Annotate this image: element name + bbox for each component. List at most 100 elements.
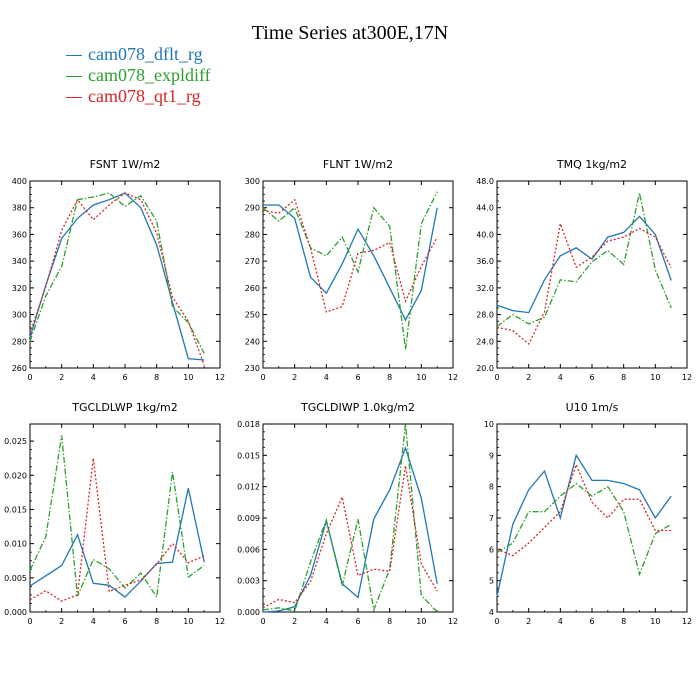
y-tick-label: 0.025 <box>4 437 27 446</box>
x-tick-label: 0 <box>260 373 265 382</box>
panel-title: FLNT 1W/m2 <box>323 158 393 171</box>
series-line-cam078_qt1_rg <box>496 221 672 346</box>
x-tick-label: 2 <box>526 617 531 626</box>
x-tick-label: 10 <box>650 373 660 382</box>
x-tick-label: 8 <box>387 617 392 626</box>
legend-swatch-expldiff <box>66 76 82 78</box>
y-tick-label: 4 <box>489 608 494 617</box>
series-line-cam078_expldiff <box>29 435 205 599</box>
y-tick-label: 270 <box>245 257 260 266</box>
x-tick-label: 10 <box>183 617 193 626</box>
panel-title: TMQ 1kg/m2 <box>556 158 627 171</box>
x-tick-label: 6 <box>355 617 360 626</box>
y-tick-label: 400 <box>12 177 27 186</box>
main-title: Time Series at300E,17N <box>251 22 449 44</box>
x-tick-label: 12 <box>682 373 692 382</box>
y-tick-label: 0.005 <box>4 574 27 583</box>
series-line-cam078_dflt_rg <box>29 488 205 598</box>
y-tick-label: 0.010 <box>4 540 27 549</box>
series-line-cam078_dflt_rg <box>262 446 438 613</box>
x-tick-label: 12 <box>448 373 458 382</box>
x-tick-label: 6 <box>589 617 594 626</box>
series-line-cam078_dflt_rg <box>263 204 438 322</box>
x-tick-label: 6 <box>122 373 127 382</box>
x-tick-label: 0 <box>494 373 499 382</box>
x-tick-label: 12 <box>215 373 225 382</box>
x-tick-label: 2 <box>526 373 531 382</box>
y-tick-label: 230 <box>245 364 260 373</box>
x-tick-label: 10 <box>650 617 660 626</box>
y-tick-label: 280 <box>12 337 27 346</box>
x-tick-label: 0 <box>494 617 499 626</box>
x-tick-label: 4 <box>558 373 563 382</box>
series-line-cam078_dflt_rg <box>496 453 672 597</box>
series-line-cam078_expldiff <box>262 191 438 350</box>
panel-1: FLNT 1W/m2 0 2 4 6 8 10 12 230 240 250 260 270 280 290… <box>245 158 458 382</box>
x-tick-label: 6 <box>355 373 360 382</box>
x-tick-label: 2 <box>292 373 297 382</box>
y-tick-label: 28.0 <box>476 311 494 320</box>
x-tick-label: 2 <box>59 373 64 382</box>
y-tick-label: 250 <box>245 311 260 320</box>
plot-frame <box>29 423 221 613</box>
x-tick-label: 0 <box>27 617 32 626</box>
legend-label-expldiff: cam078_expldiff <box>88 65 211 85</box>
y-tick-label: 9 <box>489 451 494 460</box>
series-line-cam078_expldiff <box>29 192 205 354</box>
x-tick-label: 4 <box>558 617 563 626</box>
y-tick-label: 0.012 <box>237 483 260 492</box>
y-tick-label: 380 <box>12 204 27 213</box>
x-tick-label: 2 <box>59 617 64 626</box>
y-tick-label: 6 <box>489 545 494 554</box>
y-tick-label: 0.018 <box>237 420 260 429</box>
x-tick-label: 8 <box>154 617 159 626</box>
y-tick-label: 280 <box>245 230 260 239</box>
x-tick-label: 0 <box>260 617 265 626</box>
y-tick-label: 40.0 <box>476 230 494 239</box>
x-tick-label: 8 <box>154 373 159 382</box>
y-tick-label: 0.020 <box>4 471 27 480</box>
x-tick-label: 0 <box>27 373 32 382</box>
series-line-cam078_expldiff <box>496 192 672 328</box>
legend-entry-expldiff: cam078_expldiff <box>66 65 211 86</box>
panel-2: TMQ 1kg/m2 0 2 4 6 8 10 12 20.0 24.0 28.0 32.0 36.0 4… <box>476 158 692 382</box>
y-tick-label: 0.009 <box>237 514 260 523</box>
y-tick-label: 0.000 <box>237 608 260 617</box>
y-tick-label: 24.0 <box>476 337 494 346</box>
x-tick-label: 10 <box>416 373 426 382</box>
x-tick-label: 8 <box>621 373 626 382</box>
panel-0: FSNT 1W/m2 0 2 4 6 8 10 12 260 280 300 320 340 360 380… <box>12 158 225 382</box>
y-tick-label: 0.015 <box>4 505 27 514</box>
x-tick-label: 4 <box>324 617 329 626</box>
y-tick-label: 340 <box>12 257 27 266</box>
plot-frame <box>29 180 221 369</box>
y-tick-label: 20.0 <box>476 364 494 373</box>
legend-entry-qt1: cam078_qt1_rg <box>66 86 211 107</box>
x-tick-label: 8 <box>387 373 392 382</box>
x-tick-label: 10 <box>416 617 426 626</box>
y-tick-label: 7 <box>489 514 494 523</box>
x-tick-label: 4 <box>91 617 96 626</box>
y-tick-label: 0.015 <box>237 451 260 460</box>
panel-3: TGCLDLWP 1kg/m2 0 2 4 6 8 10 12 0.000 0.005 0.010 0… <box>4 401 225 626</box>
x-tick-label: 10 <box>183 373 193 382</box>
y-tick-label: 260 <box>12 364 27 373</box>
panel-5: U10 1m/s 0 2 4 6 8 10 12 4 5 6 7 8 9 10 <box>484 401 692 626</box>
series-line-cam078_expldiff <box>262 423 438 613</box>
panel-title: TGCLDLWP 1kg/m2 <box>71 401 177 414</box>
y-tick-label: 0.003 <box>237 577 260 586</box>
panel-title: TGCLDIWP 1.0kg/m2 <box>300 401 415 414</box>
y-tick-label: 10 <box>484 420 494 429</box>
legend-entry-dflt: cam078_dflt_rg <box>66 44 211 65</box>
y-tick-label: 290 <box>245 204 260 213</box>
legend: cam078_dflt_rg cam078_expldiff cam078_qt… <box>66 44 211 107</box>
x-tick-label: 12 <box>448 617 458 626</box>
series-line-cam078_qt1_rg <box>262 198 438 313</box>
legend-swatch-qt1 <box>66 97 82 99</box>
x-tick-label: 12 <box>682 617 692 626</box>
x-tick-label: 2 <box>292 617 297 626</box>
series-line-cam078_dflt_rg <box>496 215 672 314</box>
x-tick-label: 6 <box>589 373 594 382</box>
panel-title: FSNT 1W/m2 <box>90 158 161 171</box>
